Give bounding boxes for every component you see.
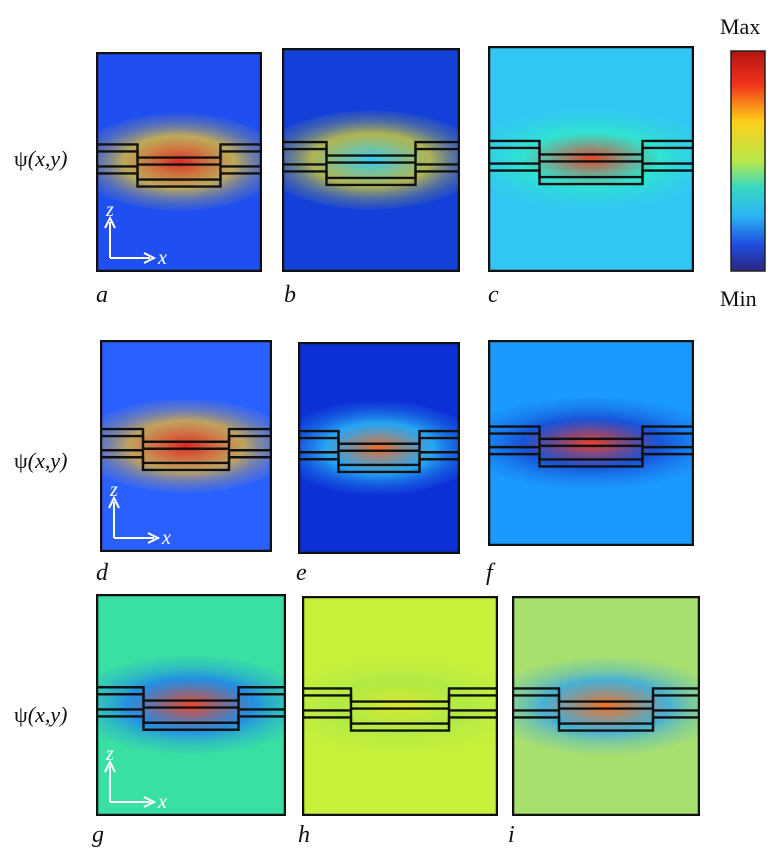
colorbar-max-label: Max bbox=[720, 14, 761, 39]
panel-border bbox=[298, 342, 460, 554]
panel-letter-b: b bbox=[284, 282, 296, 308]
row-label-2: ψ(x,y) bbox=[14, 448, 68, 473]
panel-border bbox=[488, 46, 694, 272]
panel-border bbox=[512, 596, 700, 816]
panel-letter-c: c bbox=[488, 282, 499, 308]
field-glow bbox=[100, 399, 272, 493]
row-label-1: ψ(x,y) bbox=[14, 146, 68, 171]
row-label-args: (x,y) bbox=[27, 146, 68, 171]
field-glow bbox=[282, 110, 460, 210]
waveguide-outline bbox=[488, 162, 694, 179]
waveguide-outline bbox=[96, 693, 286, 709]
panel-border bbox=[100, 340, 272, 552]
waveguide-outline bbox=[96, 172, 262, 188]
waveguide-outline bbox=[512, 716, 700, 732]
panel-border bbox=[96, 52, 262, 272]
panel-letter-g: g bbox=[92, 822, 104, 848]
waveguide-outline bbox=[96, 165, 262, 181]
waveguide-outline bbox=[302, 687, 498, 703]
axis-label-z: z bbox=[105, 199, 114, 221]
coordinate-axes: zx bbox=[108, 479, 171, 549]
waveguide-outline bbox=[298, 458, 460, 474]
field-panel-h bbox=[302, 596, 498, 816]
waveguide-outline bbox=[512, 709, 700, 725]
waveguide-outline bbox=[512, 687, 700, 703]
field-panel-b bbox=[282, 48, 460, 272]
waveguide-outline bbox=[282, 140, 460, 157]
waveguide-outline bbox=[100, 456, 272, 472]
panel-border bbox=[96, 594, 286, 816]
waveguide-outline bbox=[100, 434, 272, 450]
axis-label-x: x bbox=[157, 247, 167, 269]
field-glow bbox=[96, 656, 286, 754]
panel-letter-f: f bbox=[486, 560, 493, 586]
waveguide-outline bbox=[488, 432, 694, 448]
waveguide-outline bbox=[298, 429, 460, 445]
panel-letter-e: e bbox=[296, 560, 307, 586]
field-glow bbox=[96, 113, 262, 211]
waveguide-outline bbox=[96, 686, 286, 702]
waveguide-outline bbox=[488, 146, 694, 163]
coordinate-axes: zx bbox=[104, 199, 167, 269]
field-panel-i bbox=[512, 596, 700, 816]
waveguide-outline bbox=[298, 451, 460, 467]
field-panel-e bbox=[298, 342, 460, 554]
waveguide-outline bbox=[302, 694, 498, 710]
waveguide-outline bbox=[298, 436, 460, 452]
panel-border bbox=[302, 596, 498, 816]
field-panel-f bbox=[488, 340, 694, 546]
waveguide-outline bbox=[488, 445, 694, 461]
waveguide-outline bbox=[282, 147, 460, 164]
panel-border bbox=[488, 340, 694, 546]
field-panel-c bbox=[488, 46, 694, 272]
waveguide-outline bbox=[512, 694, 700, 710]
waveguide-outline bbox=[488, 169, 694, 186]
waveguide-outline bbox=[100, 427, 272, 443]
waveguide-outline bbox=[282, 163, 460, 180]
waveguide-outline bbox=[302, 716, 498, 732]
field-glow bbox=[512, 657, 700, 755]
waveguide-outline bbox=[488, 452, 694, 468]
waveguide-outline bbox=[100, 449, 272, 465]
axis-label-z: z bbox=[105, 743, 114, 765]
field-glow bbox=[488, 397, 694, 489]
field-glow bbox=[298, 401, 460, 495]
field-glow bbox=[302, 657, 498, 755]
panel-border bbox=[282, 48, 460, 272]
waveguide-outline bbox=[282, 170, 460, 187]
coordinate-axes: zx bbox=[104, 743, 167, 813]
waveguide-outline bbox=[488, 139, 694, 156]
panel-letter-a: a bbox=[96, 282, 108, 308]
waveguide-outline bbox=[96, 715, 286, 731]
waveguide-outline bbox=[96, 143, 262, 159]
axis-label-z: z bbox=[109, 479, 118, 501]
waveguide-outline bbox=[302, 709, 498, 725]
axis-label-x: x bbox=[161, 527, 171, 549]
axis-label-x: x bbox=[157, 791, 167, 813]
panel-letter-d: d bbox=[96, 560, 108, 586]
row-label-3: ψ(x,y) bbox=[14, 702, 68, 727]
waveguide-outline bbox=[96, 150, 262, 166]
colorbar-min-label: Min bbox=[720, 286, 757, 311]
colorbar bbox=[730, 50, 766, 272]
panel-letter-i: i bbox=[508, 822, 515, 848]
panel-letter-h: h bbox=[298, 822, 310, 848]
waveguide-outline bbox=[488, 425, 694, 441]
waveguide-outline bbox=[96, 708, 286, 724]
field-glow bbox=[488, 109, 694, 209]
